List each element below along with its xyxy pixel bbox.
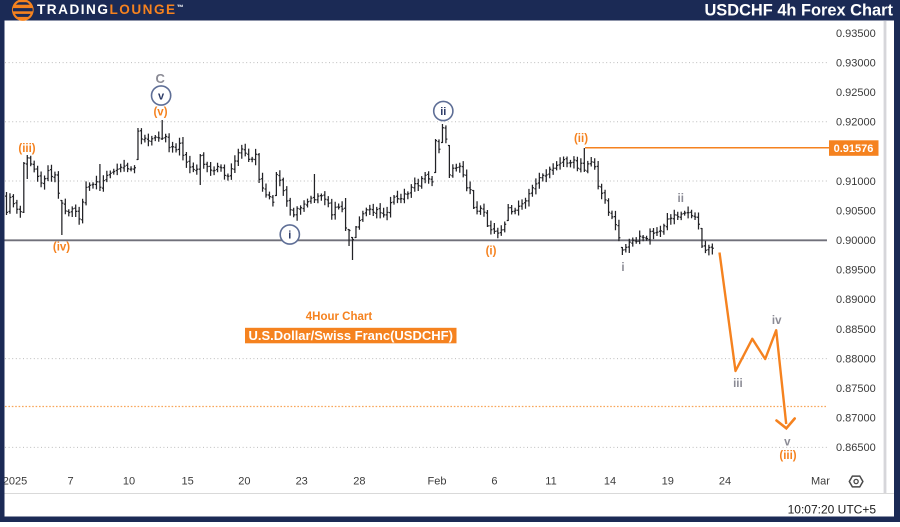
svg-text:2025: 2025 bbox=[3, 475, 27, 487]
svg-text:28: 28 bbox=[353, 475, 365, 487]
svg-text:0.87500: 0.87500 bbox=[836, 383, 876, 395]
svg-text:20: 20 bbox=[238, 475, 250, 487]
svg-text:0.93000: 0.93000 bbox=[836, 57, 876, 69]
svg-text:iv: iv bbox=[772, 315, 782, 327]
svg-text:6: 6 bbox=[491, 475, 497, 487]
svg-text:(iv): (iv) bbox=[53, 242, 70, 254]
svg-text:0.92000: 0.92000 bbox=[836, 117, 876, 129]
svg-text:4Hour Chart: 4Hour Chart bbox=[306, 311, 373, 323]
svg-text:v: v bbox=[784, 437, 791, 449]
svg-text:(iii): (iii) bbox=[779, 450, 796, 462]
svg-text:i: i bbox=[621, 262, 624, 274]
svg-text:10:07:20 UTC+5: 10:07:20 UTC+5 bbox=[788, 503, 877, 517]
svg-text:19: 19 bbox=[662, 475, 674, 487]
svg-text:0.90000: 0.90000 bbox=[836, 235, 876, 247]
svg-text:USDCHF 4h Forex Chart: USDCHF 4h Forex Chart bbox=[704, 2, 893, 20]
svg-text:0.88000: 0.88000 bbox=[836, 353, 876, 365]
svg-text:i: i bbox=[288, 229, 291, 241]
svg-text:0.86500: 0.86500 bbox=[836, 442, 876, 454]
svg-text:0.92500: 0.92500 bbox=[836, 87, 876, 99]
svg-text:0.91000: 0.91000 bbox=[836, 176, 876, 188]
svg-text:TRADINGLOUNGE™: TRADINGLOUNGE™ bbox=[37, 2, 185, 17]
svg-text:0.91576: 0.91576 bbox=[834, 143, 874, 155]
svg-text:(ii): (ii) bbox=[574, 133, 588, 145]
svg-text:23: 23 bbox=[296, 475, 308, 487]
svg-text:(v): (v) bbox=[153, 107, 167, 119]
svg-text:Mar: Mar bbox=[811, 475, 830, 487]
svg-text:0.87000: 0.87000 bbox=[836, 413, 876, 425]
svg-text:0.89500: 0.89500 bbox=[836, 265, 876, 277]
svg-text:ii: ii bbox=[440, 106, 446, 118]
svg-text:0.88500: 0.88500 bbox=[836, 324, 876, 336]
svg-text:ii: ii bbox=[678, 193, 684, 205]
svg-text:(iii): (iii) bbox=[18, 143, 35, 155]
svg-text:iii: iii bbox=[733, 378, 743, 390]
svg-text:10: 10 bbox=[123, 475, 135, 487]
svg-text:15: 15 bbox=[181, 475, 193, 487]
svg-text:11: 11 bbox=[545, 475, 556, 487]
svg-text:v: v bbox=[158, 90, 165, 102]
svg-text:0.89000: 0.89000 bbox=[836, 294, 876, 306]
svg-text:C: C bbox=[156, 71, 166, 86]
svg-text:(i): (i) bbox=[486, 246, 497, 258]
svg-text:0.90500: 0.90500 bbox=[836, 205, 876, 217]
svg-text:0.93500: 0.93500 bbox=[836, 28, 876, 40]
svg-text:Feb: Feb bbox=[428, 475, 447, 487]
svg-text:14: 14 bbox=[604, 475, 616, 487]
svg-text:U.S.Dollar/Swiss Franc(USDCHF): U.S.Dollar/Swiss Franc(USDCHF) bbox=[248, 328, 452, 343]
svg-text:24: 24 bbox=[719, 475, 731, 487]
svg-text:7: 7 bbox=[67, 475, 73, 487]
